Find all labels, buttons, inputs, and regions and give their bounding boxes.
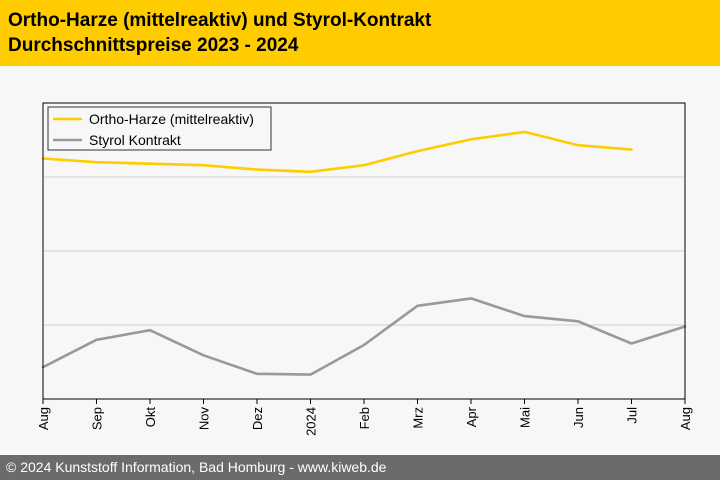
legend-label: Ortho-Harze (mittelreaktiv) [89,111,254,127]
series-line-styrol-kontrakt [41,297,687,376]
line-chart: Aug Sep Okt Nov Dez 2024 Feb Mrz Apr Mai Jun Jul Aug… [36,102,693,436]
x-tick-label: Jul [625,407,640,424]
x-tick-label: Mai [518,407,533,428]
x-tick-label: 2024 [304,407,319,436]
copyright-text: © 2024 Kunststoff Information, Bad Hombu… [6,459,387,475]
footer-bar: © 2024 Kunststoff Information, Bad Hombu… [0,455,720,480]
x-tick-label: Okt [143,407,158,428]
chart-subtitle: Durchschnittspreise 2023 - 2024 [8,35,299,56]
x-tick-label: Dez [250,407,265,430]
x-tick-label: Sep [90,407,105,430]
x-tick-label: Aug [678,407,693,430]
legend-box [47,106,272,151]
x-axis: Aug Sep Okt Nov Dez 2024 Feb Mrz Apr Mai Jun Jul Aug [36,102,693,436]
x-tick-label: Aug [36,407,51,430]
x-tick-label: Nov [197,407,212,431]
legend: Ortho-Harze (mittelreaktiv) Styrol Kontra… [47,106,272,151]
x-tick-label: Feb [357,407,372,429]
chart-title: Ortho-Harze (mittelreaktiv) und Styrol-K… [8,10,432,31]
legend-label: Styrol Kontrakt [89,132,181,148]
series-layer [41,130,687,376]
series-line-ortho-harze [41,130,633,174]
gridlines [43,176,685,326]
x-tick-label: Jun [571,407,586,428]
x-tick-label: Mrz [411,407,426,429]
chart-header: Ortho-Harze (mittelreaktiv) und Styrol-K… [0,0,720,66]
x-tick-label: Apr [464,406,479,427]
